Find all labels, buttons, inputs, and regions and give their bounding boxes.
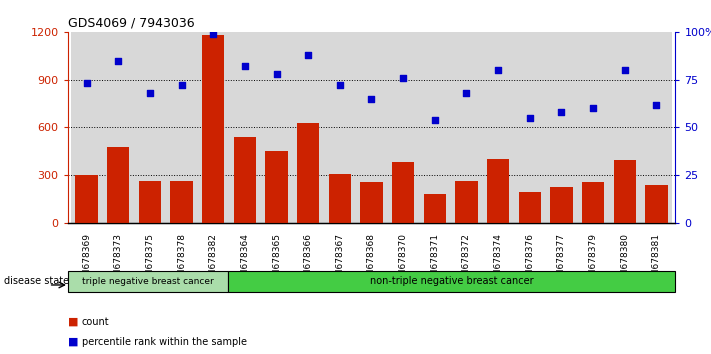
Bar <box>519 192 541 223</box>
Text: non-triple negative breast cancer: non-triple negative breast cancer <box>370 276 533 286</box>
Point <box>81 81 92 86</box>
Bar <box>134 32 166 223</box>
Bar <box>392 162 415 223</box>
Bar <box>265 152 287 223</box>
Point <box>461 90 472 96</box>
Bar <box>451 32 482 223</box>
Point <box>302 52 314 58</box>
Point <box>651 102 662 107</box>
Bar <box>482 32 514 223</box>
Bar <box>360 182 383 223</box>
Bar <box>171 181 193 223</box>
Point <box>397 75 409 81</box>
Bar <box>228 271 675 292</box>
Bar <box>324 32 356 223</box>
Text: triple negative breast cancer: triple negative breast cancer <box>82 277 213 286</box>
Bar <box>646 185 668 223</box>
Bar <box>387 32 419 223</box>
Bar <box>614 160 636 223</box>
Bar <box>424 194 446 223</box>
Bar <box>356 32 387 223</box>
Point <box>334 82 346 88</box>
Bar <box>297 123 319 223</box>
Bar <box>641 32 673 223</box>
Bar <box>487 159 509 223</box>
Bar <box>545 32 577 223</box>
Point <box>271 71 282 77</box>
Point <box>556 109 567 115</box>
Text: disease state: disease state <box>4 276 69 286</box>
Bar <box>550 187 572 223</box>
Bar <box>202 35 224 223</box>
Bar <box>166 32 198 223</box>
Text: count: count <box>82 317 109 327</box>
Point <box>587 105 599 111</box>
Point <box>365 96 377 102</box>
Bar <box>198 32 229 223</box>
Bar <box>609 32 641 223</box>
Bar <box>70 32 102 223</box>
Bar <box>107 147 129 223</box>
Bar <box>139 181 161 223</box>
Point <box>619 67 631 73</box>
Bar <box>328 174 351 223</box>
Bar <box>582 182 604 223</box>
Text: GDS4069 / 7943036: GDS4069 / 7943036 <box>68 16 194 29</box>
Text: percentile rank within the sample: percentile rank within the sample <box>82 337 247 347</box>
Point <box>208 31 219 36</box>
Point <box>429 117 441 122</box>
Text: ■: ■ <box>68 317 78 327</box>
Bar <box>68 271 228 292</box>
Bar <box>229 32 261 223</box>
Bar <box>514 32 545 223</box>
Point <box>112 58 124 63</box>
Bar <box>456 181 478 223</box>
Bar <box>292 32 324 223</box>
Point <box>144 90 156 96</box>
Point <box>493 67 504 73</box>
Text: ■: ■ <box>68 337 78 347</box>
Bar <box>75 175 97 223</box>
Bar <box>261 32 292 223</box>
Bar <box>102 32 134 223</box>
Point <box>239 63 250 69</box>
Point <box>524 115 535 121</box>
Point <box>176 82 187 88</box>
Bar <box>234 137 256 223</box>
Bar <box>577 32 609 223</box>
Bar <box>419 32 451 223</box>
